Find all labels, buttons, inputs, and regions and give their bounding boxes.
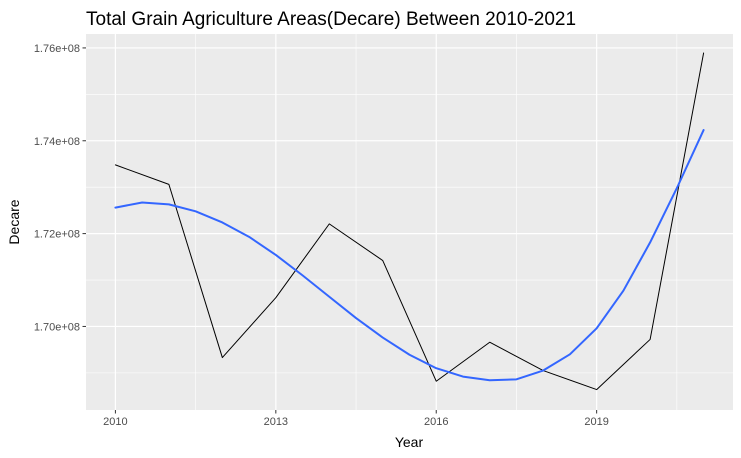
y-axis-ticks: 1.70e+08 1.72e+08 1.74e+08 1.76e+08 [34,43,86,333]
data-series-line [114,52,705,391]
y-tick-label: 1.76e+08 [34,43,80,55]
series-layer [114,52,705,391]
plot-panel [86,34,733,410]
x-tick-label: 2016 [424,416,448,428]
y-axis-title: Decare [6,199,22,244]
chart-title: Total Grain Agriculture Areas(Decare) Be… [86,9,576,30]
x-axis-ticks: 2010 2013 2016 2019 [103,410,609,428]
x-axis-title: Year [395,434,424,450]
minor-gridlines [86,34,733,410]
y-tick-label: 1.74e+08 [34,136,80,148]
x-tick-label: 2019 [584,416,608,428]
x-tick-label: 2013 [264,416,288,428]
y-tick-label: 1.70e+08 [34,321,80,333]
major-gridlines [86,34,733,410]
smooth-trend-line [114,129,705,382]
x-tick-label: 2010 [103,416,127,428]
y-tick-label: 1.72e+08 [34,229,80,241]
